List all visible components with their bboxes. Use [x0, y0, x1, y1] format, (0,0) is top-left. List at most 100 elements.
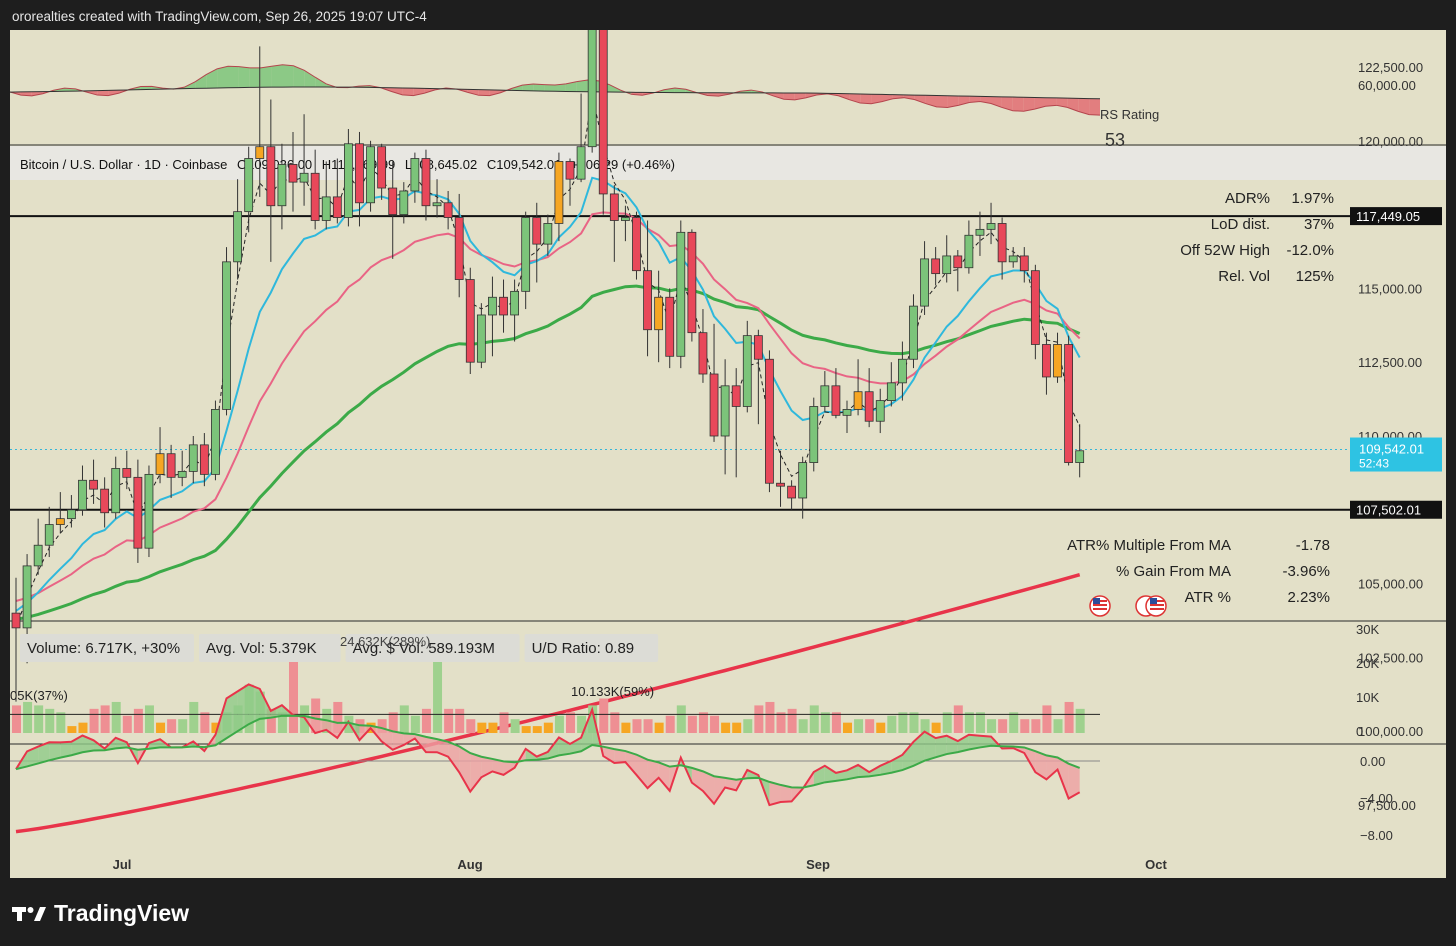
- volume-bar: [831, 712, 841, 733]
- candle: [598, 30, 608, 215]
- oscillator-fill: [691, 767, 703, 791]
- candle: [820, 371, 830, 413]
- candle-body: [1064, 344, 1073, 463]
- volume-bar: [820, 712, 830, 733]
- candle-body: [543, 223, 553, 245]
- oscillator-fill: [115, 737, 127, 749]
- candle: [853, 359, 863, 416]
- rs-line-panel: [10, 64, 1101, 116]
- candle: [632, 211, 641, 280]
- candle-body: [366, 146, 375, 204]
- candle-body: [299, 172, 309, 183]
- level-tag-label: 117,449.05: [1356, 209, 1420, 224]
- tradingview-icon: [12, 906, 46, 921]
- oscillator-fill: [614, 749, 626, 763]
- candle: [1075, 424, 1085, 478]
- stat-value: -12.0%: [1286, 242, 1334, 259]
- candle-body: [598, 30, 608, 195]
- candle: [931, 247, 941, 286]
- price-axis-label: 102,500.00: [1358, 650, 1423, 665]
- candle: [676, 220, 686, 369]
- candle: [310, 149, 320, 230]
- candle: [255, 46, 265, 197]
- candle-body: [67, 509, 76, 520]
- candle-body: [255, 146, 265, 159]
- candle: [188, 436, 198, 484]
- candle-body: [343, 143, 353, 218]
- rs-fill: [1023, 97, 1035, 112]
- candle-body: [687, 231, 697, 334]
- candle: [100, 477, 110, 528]
- lower-axis: 0.00 −4.00 −8.00: [1360, 754, 1393, 843]
- stat-value: 125%: [1296, 268, 1334, 285]
- candle: [211, 400, 220, 481]
- candle: [953, 250, 963, 292]
- stat-value: 1.97%: [1291, 190, 1334, 207]
- volume-bar: [156, 722, 166, 733]
- candle: [421, 149, 431, 221]
- volume-bar: [942, 712, 952, 733]
- volume-bar: [433, 650, 443, 733]
- candle: [177, 450, 187, 487]
- candle-body: [986, 223, 996, 230]
- rs-rating-value: 53: [1105, 130, 1125, 150]
- candle-body: [111, 468, 121, 514]
- candle: [609, 185, 619, 262]
- candle: [621, 205, 630, 242]
- candle-body: [931, 258, 941, 275]
- rs-fill: [882, 94, 893, 102]
- rs-fill: [271, 64, 283, 88]
- candle: [576, 93, 586, 183]
- candle: [532, 202, 542, 283]
- chart-area[interactable]: RS Rating 53 60,000.00 Bitcoin / U.S. Do…: [10, 30, 1446, 878]
- candle: [986, 202, 996, 245]
- candle: [233, 179, 243, 280]
- candlesticks[interactable]: [11, 30, 1085, 702]
- candle: [299, 114, 309, 206]
- candle-body: [476, 314, 486, 363]
- candle: [366, 140, 375, 212]
- oscillator-fill: [891, 754, 903, 773]
- candle-body: [964, 234, 974, 269]
- oscillator-line: [15, 683, 1081, 807]
- oscillator-fill: [270, 705, 282, 718]
- volume-legend-box: [345, 634, 520, 662]
- candle: [543, 214, 553, 256]
- rs-fill: [478, 89, 490, 96]
- candle-body: [443, 202, 453, 218]
- rs-fill: [969, 96, 981, 103]
- candle-body: [776, 482, 785, 487]
- us-flag-icon: [1089, 595, 1111, 617]
- volume-legend-text: Volume: 6.717K, +30%: [27, 640, 180, 657]
- volume-bar: [45, 708, 55, 733]
- candle: [133, 459, 143, 563]
- chart-svg[interactable]: RS Rating 53 60,000.00 Bitcoin / U.S. Do…: [10, 30, 1446, 878]
- candle-body: [709, 373, 719, 437]
- oscillator-fill: [1068, 763, 1080, 799]
- volume-bar: [1075, 708, 1085, 733]
- volume-bar: [898, 712, 908, 733]
- volume-bar: [987, 719, 997, 733]
- candle: [831, 368, 841, 419]
- volume-bar: [865, 719, 875, 733]
- candle-body: [576, 146, 586, 180]
- volume-bar: [998, 719, 1008, 733]
- volume-bar: [843, 722, 852, 733]
- candle-body: [809, 406, 819, 463]
- oscillator-fill: [858, 764, 870, 778]
- stat-label: ADR%: [1225, 190, 1270, 207]
- oscillator-fill: [581, 709, 593, 752]
- rs-fill: [555, 83, 566, 92]
- candle-body: [554, 161, 564, 224]
- rs-fill: [522, 84, 534, 91]
- volume-bar: [787, 708, 797, 733]
- oscillator-fill: [425, 736, 438, 753]
- candle-body: [266, 146, 276, 207]
- tradingview-logo[interactable]: TradingView: [12, 900, 189, 927]
- volume-bar: [532, 726, 542, 733]
- candle-body: [288, 164, 298, 183]
- oscillator-fill: [226, 691, 238, 739]
- rs-fill: [293, 65, 305, 88]
- price-axis-label: 105,000.00: [1358, 577, 1423, 592]
- volume-bar: [144, 705, 154, 733]
